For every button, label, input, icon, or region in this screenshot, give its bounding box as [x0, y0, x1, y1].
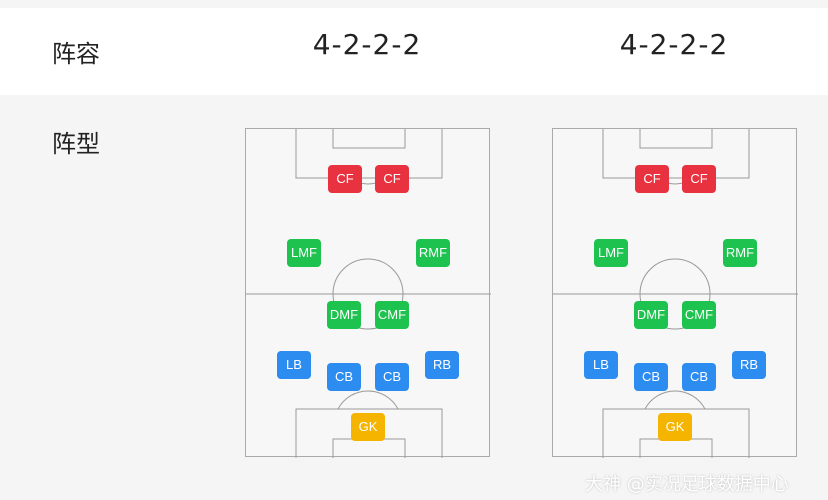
- player-badge-cf[interactable]: CF: [682, 165, 716, 193]
- player-badge-cf[interactable]: CF: [328, 165, 362, 193]
- center-circle: [332, 258, 404, 330]
- top-goal-box: [639, 129, 713, 149]
- pitch-team-1: CF CF LMF RMF DMF CMF LB CB CB RB GK: [245, 128, 491, 458]
- player-badge-rmf[interactable]: RMF: [723, 239, 757, 267]
- player-badge-lmf[interactable]: LMF: [594, 239, 628, 267]
- player-badge-cb[interactable]: CB: [634, 363, 668, 391]
- player-badge-cb[interactable]: CB: [375, 363, 409, 391]
- player-badge-dmf[interactable]: DMF: [634, 301, 668, 329]
- bottom-penalty-arc: [337, 390, 399, 410]
- bottom-goal-box: [332, 438, 406, 458]
- top-spacer: [0, 0, 828, 8]
- pitch-markings: [246, 129, 491, 458]
- bottom-penalty-box: [295, 408, 443, 458]
- pitch-team-2: CF CF LMF RMF DMF CMF LB CB CB RB GK: [552, 128, 798, 458]
- player-badge-lmf[interactable]: LMF: [287, 239, 321, 267]
- player-badge-lb[interactable]: LB: [584, 351, 618, 379]
- lineup-label: 阵容: [52, 40, 100, 68]
- top-penalty-box: [602, 129, 750, 179]
- player-badge-cf[interactable]: CF: [375, 165, 409, 193]
- center-circle: [639, 258, 711, 330]
- player-badge-cb[interactable]: CB: [327, 363, 361, 391]
- player-badge-gk[interactable]: GK: [351, 413, 385, 441]
- player-badge-rb[interactable]: RB: [425, 351, 459, 379]
- pitch-markings: [553, 129, 798, 458]
- player-badge-dmf[interactable]: DMF: [327, 301, 361, 329]
- player-badge-cmf[interactable]: CMF: [375, 301, 409, 329]
- player-badge-cf[interactable]: CF: [635, 165, 669, 193]
- bottom-goal-box: [639, 438, 713, 458]
- bottom-penalty-arc: [644, 390, 706, 410]
- bottom-penalty-box: [602, 408, 750, 458]
- formation-team-2: 4-2-2-2: [619, 28, 729, 61]
- player-badge-cb[interactable]: CB: [682, 363, 716, 391]
- player-badge-gk[interactable]: GK: [658, 413, 692, 441]
- player-badge-rmf[interactable]: RMF: [416, 239, 450, 267]
- watermark: 大神 @实况足球数据中心: [585, 474, 789, 495]
- lineup-row: [0, 8, 828, 95]
- shape-label: 阵型: [52, 130, 100, 158]
- player-badge-lb[interactable]: LB: [277, 351, 311, 379]
- player-badge-rb[interactable]: RB: [732, 351, 766, 379]
- player-badge-cmf[interactable]: CMF: [682, 301, 716, 329]
- formation-team-1: 4-2-2-2: [312, 28, 422, 61]
- top-goal-box: [332, 129, 406, 149]
- top-penalty-box: [295, 129, 443, 179]
